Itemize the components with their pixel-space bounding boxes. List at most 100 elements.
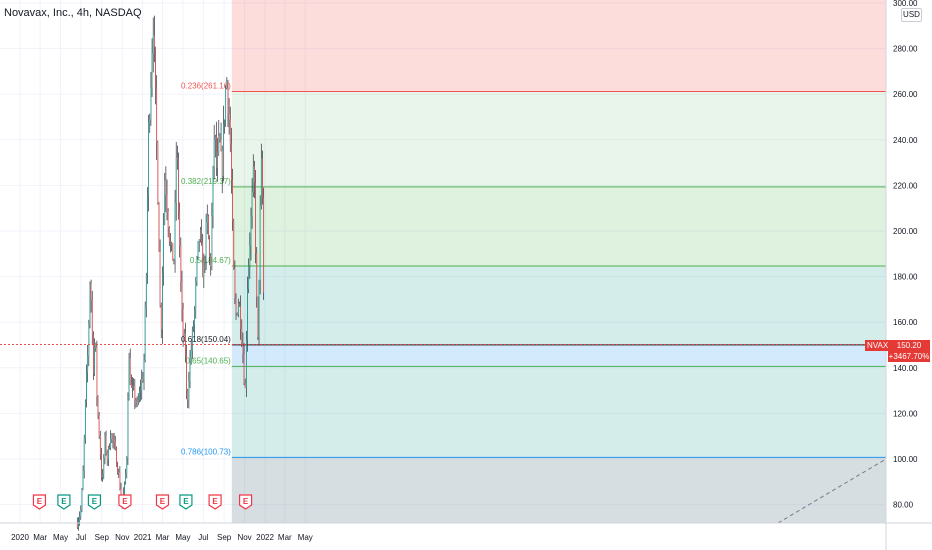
candle-body — [94, 343, 95, 374]
last-price-label: 150.20 — [888, 340, 930, 351]
candle-body — [204, 260, 206, 263]
candle-body — [78, 521, 79, 528]
candle-body — [254, 166, 255, 184]
earnings-shield — [155, 494, 170, 510]
candle-body — [88, 324, 90, 356]
y-tick-label: 200.00 — [893, 227, 918, 236]
candle-body — [222, 124, 224, 176]
candle-body — [102, 473, 104, 478]
candle-body — [76, 522, 78, 528]
candle-body — [235, 298, 237, 314]
candle-body — [168, 227, 170, 242]
candle-body — [189, 358, 191, 382]
fib-zone-grey — [231, 457, 886, 523]
candle-body — [99, 435, 101, 455]
candle-body — [208, 215, 209, 239]
earnings-beat-icon[interactable]: E — [179, 494, 193, 510]
earnings-miss-icon[interactable]: E — [208, 494, 222, 510]
candle-body — [127, 400, 129, 458]
candle-body — [118, 472, 120, 474]
x-tick-label: Mar — [278, 533, 292, 542]
earnings-shield — [87, 494, 102, 510]
earnings-beat-icon[interactable]: E — [87, 494, 102, 510]
candle-body — [142, 379, 144, 382]
candle-body — [101, 454, 102, 478]
candle-body — [194, 309, 196, 326]
candle-body — [113, 440, 115, 443]
earnings-miss-icon[interactable]: E — [238, 494, 253, 510]
candle-body — [114, 442, 116, 449]
candle-body — [240, 306, 242, 329]
earnings-shield — [118, 494, 132, 510]
earnings-shield — [238, 494, 253, 510]
x-tick-label: May — [175, 533, 190, 542]
candle-body — [160, 305, 162, 330]
candle-body — [244, 383, 246, 388]
candle-body — [198, 239, 200, 242]
candle-body — [81, 489, 83, 510]
candle-body — [245, 340, 247, 388]
candle-body — [97, 396, 99, 416]
candle-body — [257, 297, 259, 338]
y-tick-label: 220.00 — [893, 181, 918, 190]
candle-body — [210, 256, 212, 267]
candle-body — [87, 355, 89, 372]
candle-body — [129, 358, 131, 384]
currency-button[interactable]: USD — [901, 8, 922, 22]
candle-body — [140, 389, 141, 391]
earnings-label: E — [160, 497, 166, 506]
candle-body — [234, 269, 236, 299]
candle-body — [106, 452, 108, 460]
candle-body — [98, 415, 100, 436]
earnings-beat-icon[interactable]: E — [57, 494, 71, 510]
candle-body — [232, 180, 233, 222]
y-tick-label: 300.00 — [893, 0, 918, 8]
x-tick-label: May — [298, 533, 313, 542]
candle-body — [143, 360, 145, 382]
candle-body — [190, 350, 192, 359]
candle-body — [82, 470, 84, 490]
earnings-miss-icon[interactable]: E — [32, 494, 47, 510]
candle-body — [125, 473, 127, 483]
y-tick-label: 160.00 — [893, 318, 918, 327]
candle-body — [213, 140, 215, 167]
earnings-miss-icon[interactable]: E — [118, 494, 132, 510]
candle-body — [199, 229, 201, 240]
candle-body — [116, 448, 117, 467]
candle-body — [221, 150, 223, 176]
candle-body — [263, 198, 265, 293]
candle-body — [228, 114, 230, 121]
candle-body — [111, 434, 113, 440]
fib-zone-teal-low — [231, 366, 886, 458]
candle-body — [251, 192, 253, 216]
candle-body — [95, 343, 97, 348]
earnings-miss-icon[interactable]: E — [155, 494, 170, 510]
candle-body — [156, 88, 158, 143]
fibonacci-retracement[interactable]: 0.236(261.16)0.382(219.37)0.5(184.67)0.6… — [181, 0, 887, 524]
candle-body — [105, 435, 107, 453]
candle-body — [242, 343, 244, 354]
candle-body — [86, 371, 87, 401]
candle-body — [158, 203, 160, 252]
candle-body — [248, 265, 250, 289]
x-tick-label: Sep — [217, 533, 232, 542]
y-tick-label: 140.00 — [893, 364, 918, 373]
fib-level-label: 0.786(100.73) — [181, 447, 231, 456]
candle-body — [166, 195, 168, 212]
candle-body — [188, 381, 190, 400]
candle-body — [174, 202, 176, 261]
candle-body — [195, 281, 197, 310]
candle-body — [243, 353, 245, 384]
y-tick-label: 240.00 — [893, 136, 918, 145]
x-tick-label: Mar — [156, 533, 170, 542]
candle-body — [258, 280, 260, 338]
candle-body — [203, 262, 205, 278]
candle-body — [171, 242, 173, 246]
candle-body — [147, 196, 148, 276]
candle-body — [157, 142, 159, 204]
candle-body — [162, 273, 163, 330]
candle-body — [231, 144, 232, 181]
candle-body — [216, 136, 217, 169]
